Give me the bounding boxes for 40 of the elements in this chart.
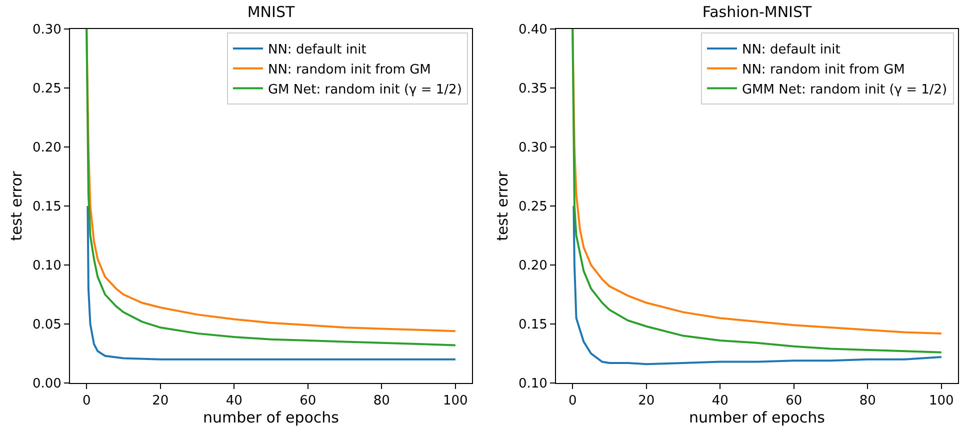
legend-label: GM Net: random init (γ = 1/2)	[268, 82, 462, 98]
x-tick-label: 0	[568, 394, 577, 409]
y-tick-label: 0.35	[518, 82, 548, 97]
x-tick-label: 60	[786, 394, 802, 409]
legend-label: NN: random init from GM	[742, 62, 905, 78]
y-tick-label: 0.00	[32, 376, 62, 392]
legend-label: NN: random init from GM	[268, 62, 431, 78]
legend-label: NN: default init	[268, 42, 366, 58]
line-series	[572, 205, 942, 366]
x-tick-label: 100	[928, 394, 954, 409]
y-tick-label: 0.20	[518, 258, 548, 274]
x-tick-label: 0	[82, 394, 91, 409]
y-tick-label: 0.15	[518, 318, 548, 333]
x-tick-label: 20	[638, 394, 655, 409]
y-tick-label: 0.30	[32, 22, 62, 38]
y-tick-label: 0.10	[32, 258, 62, 274]
x-tick-label: 80	[373, 394, 390, 409]
x-tick-label: 60	[300, 394, 316, 409]
y-tick-label: 0.40	[518, 22, 548, 38]
x-tick-label: 80	[859, 394, 876, 409]
chart-title: MNIST	[247, 3, 296, 22]
y-tick-label: 0.20	[32, 140, 62, 156]
legend-label: NN: default init	[742, 42, 840, 58]
y-tick-label: 0.10	[518, 376, 548, 392]
chart-title: Fashion-MNIST	[702, 3, 812, 22]
y-axis-title: test error	[8, 170, 26, 241]
y-tick-label: 0.25	[32, 82, 62, 97]
x-tick-label: 40	[226, 394, 242, 409]
x-axis-title: number of epochs	[202, 408, 340, 427]
y-tick-label: 0.05	[32, 318, 62, 333]
y-axis-title: test error	[494, 170, 512, 241]
legend-label: GMM Net: random init (γ = 1/2)	[742, 82, 948, 98]
y-tick-label: 0.15	[32, 200, 62, 215]
x-axis-title: number of epochs	[688, 408, 826, 427]
y-tick-label: 0.30	[518, 140, 548, 156]
line-series	[86, 205, 456, 360]
y-tick-label: 0.25	[518, 200, 548, 215]
x-tick-label: 100	[442, 394, 468, 409]
x-tick-label: 20	[152, 394, 169, 409]
x-tick-label: 40	[712, 394, 728, 409]
